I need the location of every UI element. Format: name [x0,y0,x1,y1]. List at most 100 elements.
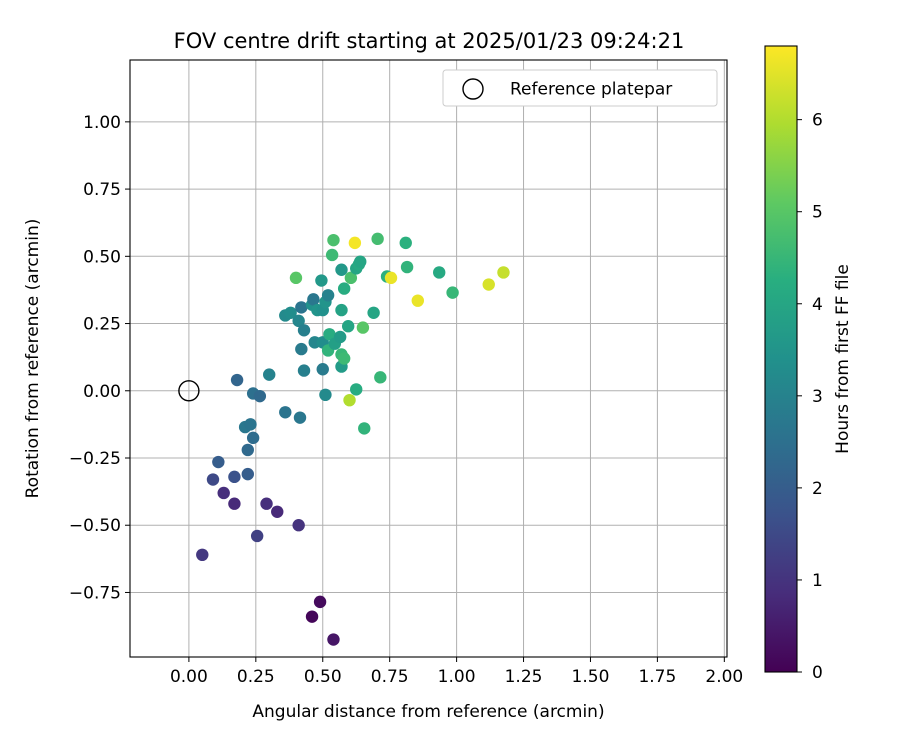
data-point [316,363,329,376]
x-tick-label: 2.00 [705,667,743,687]
data-point [343,393,356,407]
data-point [384,271,398,285]
reference-platepar-marker [178,380,200,402]
data-point [284,306,297,319]
x-tick-label: 0.75 [371,667,409,687]
colorbar: 0 1 2 3 4 5 6 Hours from first FF file [764,45,853,683]
x-tick-label: 1.00 [438,667,476,687]
y-tick-label: 0.25 [83,315,121,335]
y-tick-label: −0.25 [69,449,121,469]
colorbar-label: Hours from first FF file [833,264,853,454]
y-axis-ticks: −0.75 −0.50 −0.25 0.00 0.25 0.50 0.75 1.00 [69,113,130,603]
data-point [367,306,380,319]
data-point [297,364,311,377]
data-point [333,330,347,344]
data-point [399,236,412,250]
data-point [321,289,335,302]
colorbar-tick-label: 0 [812,663,823,683]
data-point [400,260,414,274]
reference-marker-group [178,380,200,402]
data-point [411,294,424,307]
legend: Reference platepar [442,69,718,107]
x-tick-label: 1.75 [638,667,676,687]
y-axis-label: Rotation from reference (arcmin) [23,219,43,499]
data-point [358,422,371,435]
data-point [337,282,351,295]
data-point [241,467,254,481]
data-point [241,443,254,457]
data-point [244,418,257,431]
data-points [196,232,510,646]
data-point [323,328,336,341]
colorbar-gradient [765,46,797,672]
data-point [344,271,358,285]
grid-lines [130,60,727,657]
data-point [356,321,370,334]
data-point [354,255,367,268]
colorbar-tick-label: 1 [812,571,823,591]
data-point [260,497,273,510]
data-point [446,286,459,299]
data-point [374,371,387,384]
data-point [315,274,328,287]
data-point [341,320,355,333]
x-tick-label: 1.25 [505,667,543,687]
data-point [250,529,264,543]
data-point [433,266,446,279]
x-tick-label: 0.25 [237,667,275,687]
data-point [350,383,363,396]
y-tick-label: 0.75 [83,180,121,200]
colorbar-tick-label: 3 [812,387,823,407]
x-axis-ticks: 0.00 0.25 0.50 0.75 1.00 1.25 1.50 1.75 2.00 [170,657,743,687]
colorbar-ticks: 0 1 2 3 4 5 6 [797,111,823,683]
plot-frame [129,59,728,658]
colorbar-frame [764,45,798,673]
data-point [206,473,220,486]
x-tick-label: 1.50 [572,667,610,687]
colorbar-tick-label: 2 [812,479,823,499]
data-point [335,303,348,317]
data-point [305,610,319,623]
data-point [295,301,308,314]
chart-title: FOV centre drift starting at 2025/01/23 … [174,29,685,53]
y-tick-label: 0.00 [83,382,121,402]
data-point [297,324,311,337]
data-point [228,470,241,484]
y-tick-label: −0.50 [69,516,121,536]
colorbar-tick-label: 6 [812,111,823,131]
data-point [196,548,209,562]
data-point [253,389,267,403]
y-tick-label: 1.00 [83,113,121,133]
data-point [482,278,495,291]
data-point [371,232,384,246]
data-point [327,233,340,247]
x-tick-label: 0.50 [304,667,342,687]
data-point [313,595,327,609]
data-point [263,368,276,381]
legend-entry-reference-platepar: Reference platepar [510,80,672,100]
y-tick-label: −0.75 [69,583,121,603]
data-point [271,505,284,518]
data-point [212,455,225,469]
data-point [289,271,303,285]
data-point [327,633,340,646]
data-point [292,314,305,328]
data-point [335,263,348,276]
data-point [348,236,362,250]
data-point [228,497,241,510]
data-point [497,266,510,279]
colorbar-tick-label: 5 [812,203,823,223]
data-point [246,431,260,445]
data-point [230,373,244,387]
data-point [279,406,292,419]
data-point [217,486,230,500]
data-point [292,519,305,532]
data-point [293,411,307,424]
legend-box [442,69,718,107]
x-axis-label: Angular distance from reference (arcmin) [252,702,604,722]
data-point [295,342,308,356]
y-tick-label: 0.50 [83,247,121,267]
data-point [319,388,332,402]
